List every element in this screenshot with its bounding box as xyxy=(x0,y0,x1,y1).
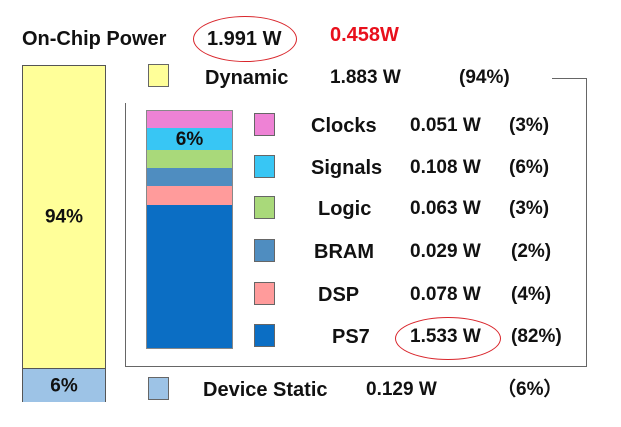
overview-dynamic-pct: 94% xyxy=(44,206,84,228)
ps7-swatch xyxy=(254,324,275,347)
dynamic-breakdown-bar: 6% xyxy=(146,110,233,349)
clocks-swatch xyxy=(254,113,275,136)
dsp-power: 0.078 W xyxy=(410,284,481,305)
device-static-pct: （6%） xyxy=(497,379,563,400)
dynamic-label: Dynamic xyxy=(205,67,289,89)
logic-pct: (3%) xyxy=(509,198,550,219)
breakdown-segment-clocks xyxy=(147,111,232,128)
dsp-pct: (4%) xyxy=(511,284,552,305)
highlight-oval-ps7 xyxy=(395,317,501,360)
signals-power: 0.108 W xyxy=(410,157,481,178)
breakdown-segment-dsp xyxy=(147,186,232,205)
logic-power: 0.063 W xyxy=(410,198,481,219)
bracket-top-line xyxy=(552,78,587,79)
bram-swatch xyxy=(254,239,275,262)
device-static-swatch xyxy=(148,377,169,400)
bracket-left-line xyxy=(125,103,126,367)
clocks-label: Clocks xyxy=(311,115,377,137)
breakdown-segment-bram xyxy=(147,168,232,186)
bracket-bottom-line xyxy=(125,366,587,367)
dynamic-pct: (94%) xyxy=(459,67,510,88)
dynamic-swatch xyxy=(148,64,169,87)
clocks-power: 0.051 W xyxy=(410,115,481,136)
signals-label: Signals xyxy=(311,157,383,179)
page-title: On-Chip Power xyxy=(22,28,167,50)
total-power-value: 1.991 W xyxy=(207,28,282,50)
overview-bar: 94% 6% xyxy=(22,65,106,402)
breakdown-signals-pct: 6% xyxy=(175,129,204,150)
logic-label: Logic xyxy=(318,198,372,220)
overview-static-pct: 6% xyxy=(50,375,78,396)
device-static-power: 0.129 W xyxy=(366,379,437,400)
highlight-oval-total xyxy=(193,16,297,62)
breakdown-segment-logic xyxy=(147,150,232,168)
breakdown-segment-ps7 xyxy=(147,205,232,348)
breakdown-segment-signals xyxy=(147,128,232,150)
overview-dynamic-segment: 94% xyxy=(23,66,105,368)
dsp-swatch xyxy=(254,282,275,305)
device-static-label: Device Static xyxy=(203,379,328,401)
dsp-label: DSP xyxy=(318,284,360,306)
bram-power: 0.029 W xyxy=(410,241,481,262)
bram-pct: (2%) xyxy=(511,241,552,262)
clocks-pct: (3%) xyxy=(509,115,550,136)
signals-swatch xyxy=(254,155,275,178)
logic-swatch xyxy=(254,196,275,219)
signals-pct: (6%) xyxy=(509,157,550,178)
ps7-label: PS7 xyxy=(332,326,370,348)
overview-static-segment: 6% xyxy=(23,368,105,402)
dynamic-power: 1.883 W xyxy=(330,67,401,88)
bram-label: BRAM xyxy=(314,241,374,263)
ps7-pct: (82%) xyxy=(511,326,562,347)
bracket-right-line xyxy=(586,78,587,367)
power-delta-value: 0.458W xyxy=(330,24,399,46)
